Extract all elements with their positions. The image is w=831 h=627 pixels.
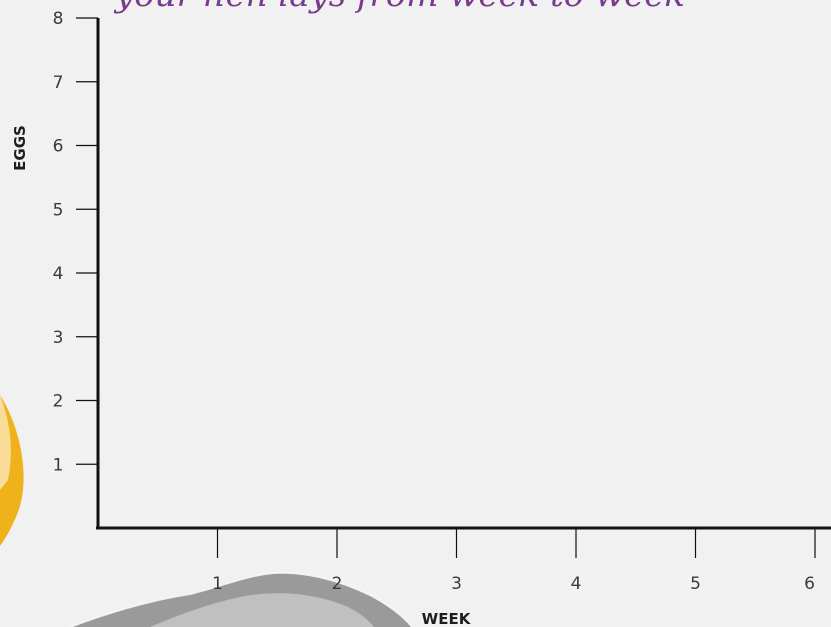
x-tick-label: 5 bbox=[690, 574, 701, 594]
y-tick-label: 2 bbox=[53, 392, 64, 412]
x-tick-label: 3 bbox=[451, 574, 462, 594]
cloud-decoration bbox=[69, 571, 413, 627]
x-axis-title: WEEK bbox=[422, 610, 472, 627]
x-tick-label: 4 bbox=[571, 574, 582, 594]
torn-paper-edge bbox=[69, 571, 413, 627]
y-tick-label: 3 bbox=[53, 328, 64, 348]
x-tick-label: 2 bbox=[332, 574, 343, 594]
chart-title: your hen lays from week to week bbox=[113, 0, 685, 15]
x-tick-label: 1 bbox=[212, 574, 223, 594]
torn-paper-highlight bbox=[150, 593, 374, 627]
y-tick-label: 7 bbox=[53, 73, 64, 93]
x-tick-label: 6 bbox=[804, 574, 815, 594]
y-tick-label: 5 bbox=[53, 200, 64, 220]
y-ticks: 1 2 3 4 5 6 7 8 bbox=[53, 9, 98, 475]
y-tick-label: 4 bbox=[53, 264, 64, 284]
hen-decoration bbox=[0, 395, 24, 546]
y-tick-label: 6 bbox=[53, 137, 64, 157]
y-tick-label: 8 bbox=[53, 9, 64, 29]
y-axis-title: EGGS bbox=[11, 125, 29, 171]
y-tick-label: 1 bbox=[53, 455, 64, 475]
hen-shadow-shape bbox=[0, 395, 11, 490]
x-ticks: 1 2 3 4 5 6 bbox=[212, 528, 816, 594]
